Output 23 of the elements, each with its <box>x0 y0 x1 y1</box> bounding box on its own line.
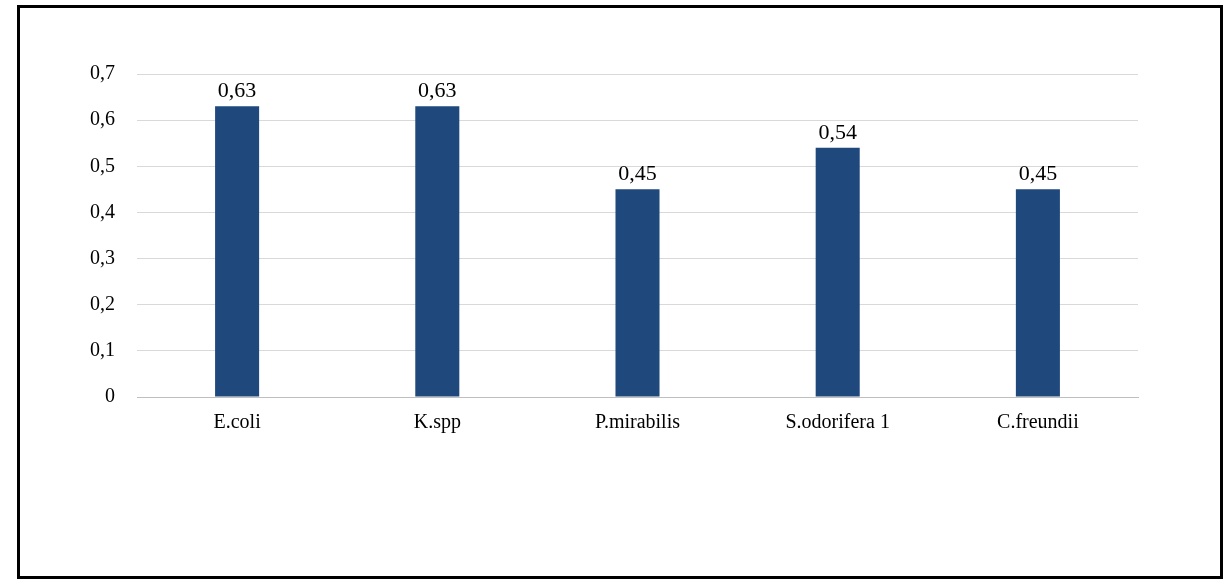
x-tick-label: C.freundii <box>997 410 1080 433</box>
data-label: 0,45 <box>618 160 657 186</box>
y-tick-label: 0,7 <box>90 61 115 84</box>
bar <box>1015 189 1060 397</box>
data-label: 0,63 <box>217 77 257 103</box>
bar <box>615 189 660 397</box>
y-tick-label: 0 <box>105 384 115 407</box>
bar <box>415 106 460 397</box>
y-tick-label: 0,4 <box>90 199 115 222</box>
y-tick-label: 0,6 <box>90 107 115 130</box>
bar <box>215 106 260 397</box>
data-label: 0,45 <box>1018 160 1058 186</box>
y-tick-label: 0,5 <box>90 153 115 176</box>
y-tick-label: 0,1 <box>90 338 115 361</box>
x-tick-label: E.coli <box>213 410 262 433</box>
x-tick-label: S.odorifera 1 <box>785 410 890 433</box>
x-tick-label: K.spp <box>413 410 461 434</box>
x-tick-label: P.mirabilis <box>594 410 681 433</box>
data-label: 0,63 <box>418 77 457 103</box>
y-tick-label: 0,3 <box>90 245 115 268</box>
y-tick-label: 0,2 <box>90 291 115 314</box>
bar <box>815 147 860 397</box>
data-label: 0,54 <box>818 118 857 144</box>
